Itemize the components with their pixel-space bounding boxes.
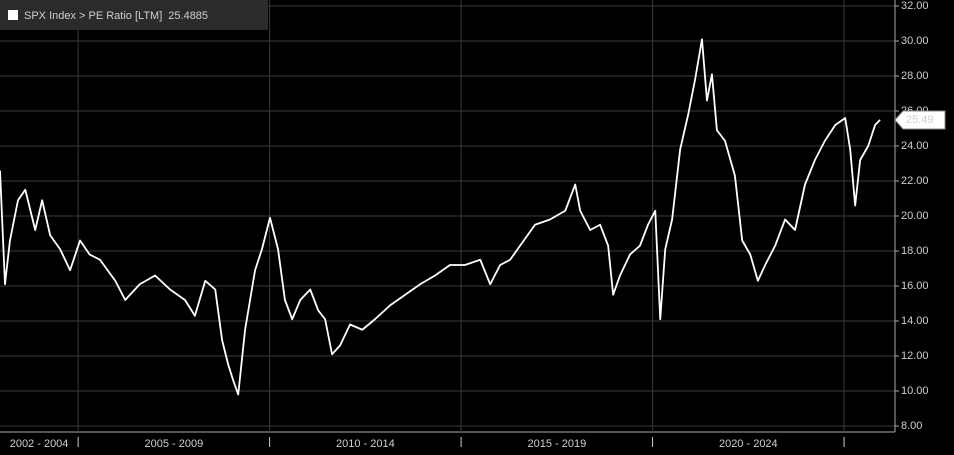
legend: SPX Index > PE Ratio [LTM] 25.4885 [0, 0, 268, 30]
y-tick-label: 20.00 [901, 210, 929, 222]
legend-label: SPX Index > PE Ratio [LTM] [24, 10, 162, 22]
x-period-label: 2005 - 2009 [145, 438, 204, 450]
y-tick-label: 10.00 [901, 385, 929, 397]
legend-value: 25.4885 [168, 10, 208, 22]
y-tick-label: 16.00 [901, 280, 929, 292]
x-period-label: 2015 - 2019 [527, 438, 586, 450]
y-tick-label: 28.00 [901, 70, 929, 82]
x-period-label: 2020 - 2024 [719, 438, 778, 450]
last-value-tag [894, 110, 946, 130]
y-tick-label: 30.00 [901, 35, 929, 47]
legend-background [0, 0, 268, 30]
x-period-label: 2010 - 2014 [336, 438, 395, 450]
last-value-label: 25.49 [906, 114, 934, 126]
y-tick-label: 12.00 [901, 350, 929, 362]
x-period-label: 2002 - 2004 [10, 438, 69, 450]
y-tick-label: 32.00 [901, 0, 929, 12]
y-tick-label: 8.00 [901, 420, 922, 432]
y-tick-label: 24.00 [901, 140, 929, 152]
line-series [0, 38, 881, 396]
y-tick-label: 18.00 [901, 245, 929, 257]
legend-swatch [8, 10, 18, 20]
y-tick-label: 14.00 [901, 315, 929, 327]
y-tick-label: 22.00 [901, 175, 929, 187]
